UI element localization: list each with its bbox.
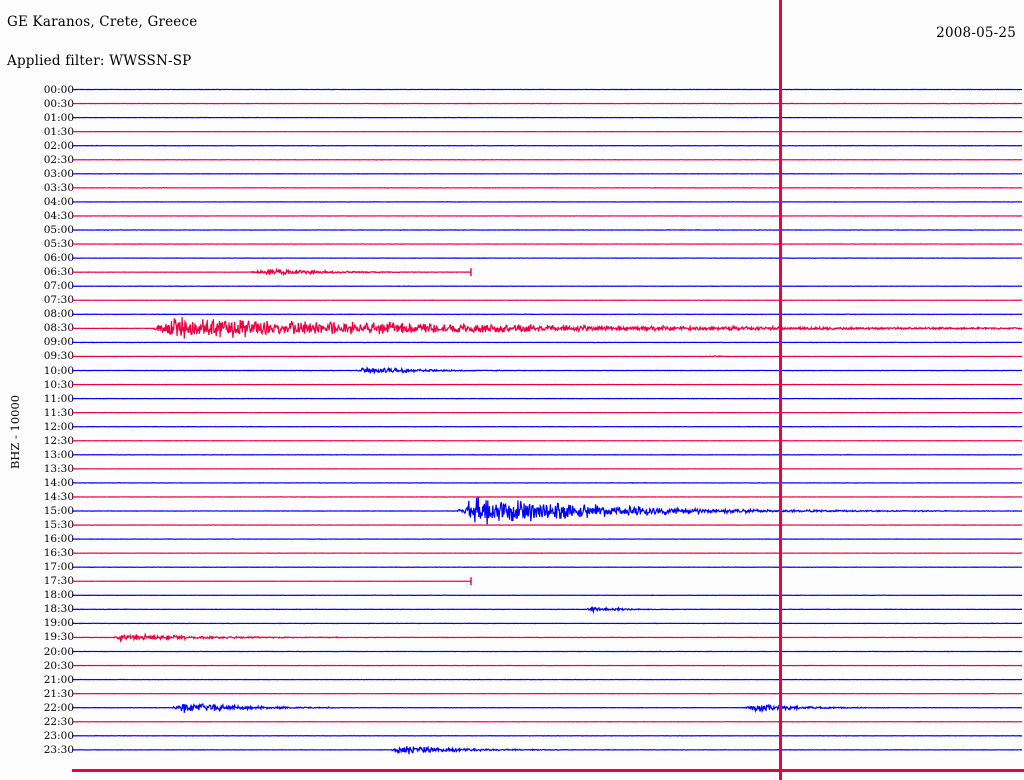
trace-row-1000: [71, 366, 1023, 375]
time-label-0930: 09:30: [43, 350, 74, 363]
bottom-border-line: [72, 769, 1024, 772]
time-label-2230: 22:30: [43, 715, 74, 728]
time-label-1930: 19:30: [43, 631, 74, 644]
time-label-1900: 19:00: [43, 617, 74, 630]
time-label-1400: 14:00: [43, 476, 74, 489]
time-label-1430: 14:30: [43, 490, 74, 503]
time-label-0130: 01:30: [43, 125, 74, 138]
trace-area: 00:00 00:30 01:00 01:30 02:00 02:30 03:00 03:30…: [0, 80, 1024, 780]
trace-row-0800: [71, 313, 1023, 316]
time-label-1530: 15:30: [43, 519, 74, 532]
time-label-1100: 11:00: [43, 392, 74, 405]
time-label-1330: 13:30: [43, 462, 74, 475]
trace-row-1100: [71, 397, 1023, 400]
trace-row-2330: [71, 745, 1023, 755]
time-label-1600: 16:00: [43, 533, 74, 546]
time-marker-line: [779, 0, 782, 780]
filter-label: Applied filter: WWSSN-SP: [7, 53, 192, 69]
time-label-1830: 18:30: [43, 603, 74, 616]
time-label-0200: 02:00: [43, 139, 74, 152]
time-label-0230: 02:30: [43, 153, 74, 166]
trace-row-0500: [71, 229, 1022, 231]
time-label-2200: 22:00: [43, 701, 74, 714]
trace-row-1200: [71, 425, 1023, 428]
time-label-2100: 21:00: [43, 673, 74, 686]
time-label-1700: 17:00: [43, 561, 74, 574]
time-label-0000: 00:00: [43, 83, 74, 96]
time-label-1200: 12:00: [43, 420, 74, 433]
time-label-0500: 05:00: [43, 224, 74, 236]
trace-row-1300: [71, 453, 1023, 456]
time-label-1000: 10:00: [43, 364, 74, 377]
time-label-0800: 08:00: [43, 308, 74, 321]
time-label-2030: 20:30: [43, 659, 74, 672]
trace-row-0330: [71, 186, 1023, 189]
time-label-1030: 10:30: [43, 378, 74, 391]
time-label-0700: 07:00: [43, 280, 74, 293]
trace-row-1830: [71, 605, 1023, 615]
seismic-traces: [71, 88, 1023, 755]
trace-row-1400: [71, 481, 1023, 484]
time-label-0600: 06:00: [43, 252, 74, 265]
trace-row-1900: [71, 622, 1023, 625]
time-label-1630: 16:30: [43, 547, 74, 560]
trace-row-2200: [71, 702, 1023, 714]
trace-row-1930: [72, 632, 1023, 643]
trace-row-0630: [71, 267, 472, 277]
time-label-0030: 00:30: [43, 97, 74, 110]
time-label-1500: 15:00: [43, 505, 74, 517]
time-label-0100: 01:00: [43, 111, 74, 124]
time-label-2000: 20:00: [43, 645, 74, 658]
time-label-0830: 08:30: [43, 322, 74, 335]
time-label-0300: 03:00: [43, 167, 74, 180]
time-label-0330: 03:30: [43, 181, 74, 194]
time-label-2130: 21:30: [43, 687, 74, 700]
time-label-0400: 04:00: [43, 195, 74, 208]
time-label-0900: 09:00: [43, 336, 74, 349]
trace-row-0030: [71, 102, 1023, 105]
trace-row-1700: [71, 566, 1023, 569]
time-label-0630: 06:30: [43, 266, 74, 279]
time-label-1230: 12:30: [43, 434, 74, 447]
trace-row-0930: [71, 355, 1023, 358]
trace-row-0830: [71, 317, 1023, 339]
time-label-0430: 04:30: [43, 209, 74, 222]
trace-row-2300: [71, 734, 1023, 737]
time-label-1730: 17:30: [43, 575, 74, 588]
trace-row-1500: [71, 496, 1023, 525]
date-label: 2008-05-25: [936, 25, 1016, 41]
trace-row-0230: [71, 158, 1023, 161]
trace-row-1800: [71, 594, 1023, 597]
trace-row-0900: [71, 341, 1023, 344]
time-label-0530: 05:30: [43, 238, 74, 251]
time-label-1130: 11:30: [43, 406, 74, 419]
station-title: GE Karanos, Crete, Greece: [7, 14, 198, 30]
trace-row-0000: [71, 88, 1022, 91]
time-label-0730: 07:30: [43, 294, 74, 307]
trace-row-1600: [72, 538, 1023, 541]
time-label-1300: 13:00: [43, 448, 74, 461]
time-label-2330: 23:30: [43, 743, 74, 756]
trace-row-0200: [71, 144, 1023, 147]
time-label-1800: 18:00: [43, 589, 74, 602]
time-label-2300: 23:00: [43, 729, 74, 742]
trace-row-2000: [71, 650, 1023, 653]
